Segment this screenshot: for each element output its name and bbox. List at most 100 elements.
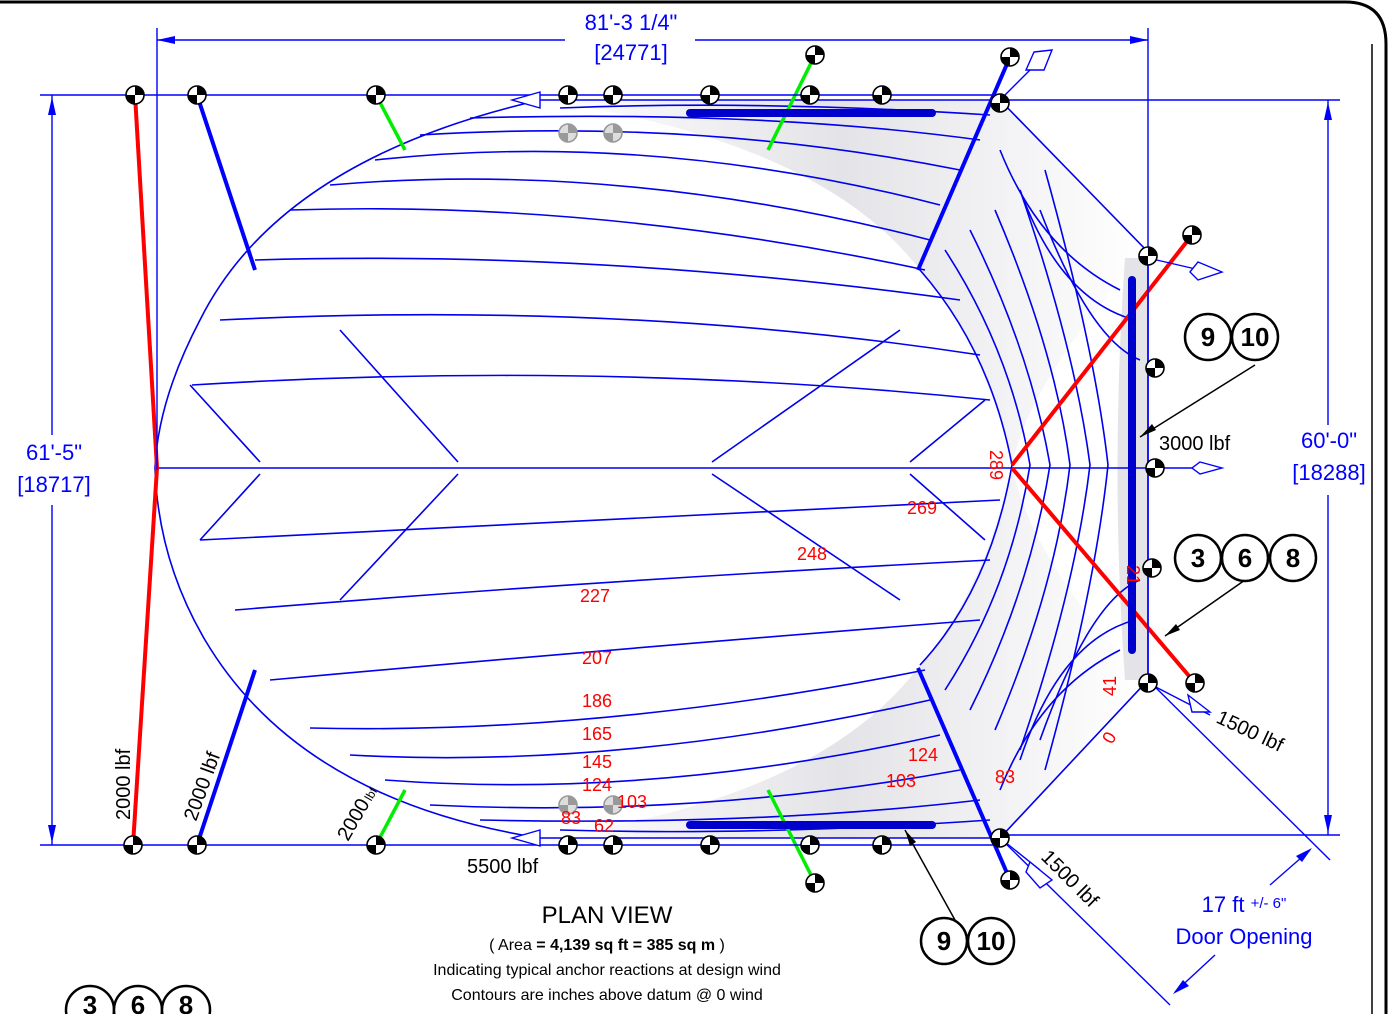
load-right-center: 3000 lbf xyxy=(1159,433,1231,455)
anchor-symbol xyxy=(187,85,207,105)
anchor-symbol xyxy=(366,835,386,855)
anchor-symbol xyxy=(1185,673,1205,693)
load-left-red: 2000 lbf xyxy=(113,748,135,820)
contour-label-83: 83 xyxy=(561,808,581,828)
anchor-symbol xyxy=(123,835,143,855)
anchor-symbol xyxy=(603,123,623,143)
anchor-symbol xyxy=(700,85,720,105)
anchor-symbol xyxy=(1000,870,1020,890)
anchor-symbol xyxy=(366,85,386,105)
callout-mid-right: 3 6 8 xyxy=(1173,533,1318,583)
svg-text:3: 3 xyxy=(83,990,97,1014)
anchor-symbol xyxy=(990,93,1010,113)
caption: PLAN VIEW ( Area = 4,139 sq ft = 385 sq … xyxy=(433,902,781,1004)
contour-label-103: 103 xyxy=(617,792,647,812)
anchor-symbol xyxy=(872,835,892,855)
cable-blue-upper-left xyxy=(195,94,257,271)
cable-green-lower-left xyxy=(374,789,407,846)
dim-top-width: 81'-3 1/4" xyxy=(585,10,678,35)
contour-label-41: 41 xyxy=(1100,676,1120,696)
contour-label-62: 62 xyxy=(594,816,614,836)
caption-line3: Contours are inches above datum @ 0 wind xyxy=(451,987,763,1004)
dim-right-depth: 60'-0" xyxy=(1301,428,1357,453)
callout-leaders xyxy=(904,364,1256,921)
svg-text:6: 6 xyxy=(1238,543,1252,573)
callout-upper-right: 9 10 xyxy=(1183,312,1280,362)
svg-text:10: 10 xyxy=(1241,322,1270,352)
anchor-symbol xyxy=(805,873,825,893)
anchor-symbol xyxy=(700,835,720,855)
contour-label-227: 227 xyxy=(580,586,610,606)
anchor-symbol xyxy=(1138,673,1158,693)
contour-label-21: 21 xyxy=(1123,565,1143,585)
anchor-points xyxy=(123,45,1205,893)
anchor-symbol xyxy=(1182,225,1202,245)
cable-red-left-lower xyxy=(131,467,159,846)
dim-left-depth: 61'-5" xyxy=(26,440,82,465)
contour-label-145: 145 xyxy=(582,752,612,772)
anchor-symbol xyxy=(558,85,578,105)
anchor-symbol xyxy=(187,835,207,855)
callout-bottom: 9 10 xyxy=(919,916,1016,966)
contour-label-207: 207 xyxy=(582,648,612,668)
dimension-text: 81'-3 1/4" [24771] 61'-5" [18717] 60'-0"… xyxy=(17,10,1365,949)
anchor-symbol xyxy=(558,835,578,855)
door-opening-label: Door Opening xyxy=(1176,924,1313,949)
cable-green-upper-mid xyxy=(766,54,817,151)
cable-green-upper-left xyxy=(374,94,407,151)
load-bottom-center: 5500 lbf xyxy=(467,856,539,878)
contour-labels: 289 269 248 227 207 186 165 145 124 103 … xyxy=(561,450,1143,836)
svg-text:10: 10 xyxy=(977,926,1006,956)
anchor-symbol xyxy=(1145,358,1165,378)
anchor-symbol xyxy=(558,795,578,815)
contour-label-0: 0 xyxy=(1098,728,1120,747)
contour-label-124-right: 124 xyxy=(908,745,938,765)
svg-text:9: 9 xyxy=(937,926,951,956)
anchor-symbol xyxy=(558,123,578,143)
anchor-symbol xyxy=(1138,246,1158,266)
dim-left-depth-mm: [18717] xyxy=(17,472,90,497)
dim-top-width-mm: [24771] xyxy=(594,40,667,65)
cable-red-lower-right xyxy=(1010,466,1197,685)
anchor-symbol xyxy=(1000,47,1020,67)
caption-line2: Indicating typical anchor reactions at d… xyxy=(433,962,781,979)
anchor-symbol xyxy=(603,795,623,815)
svg-text:6: 6 xyxy=(131,990,145,1014)
anchor-symbol xyxy=(603,835,623,855)
contour-label-165: 165 xyxy=(582,724,612,744)
callout-legend: 3 6 8 xyxy=(64,984,212,1014)
contour-label-186: 186 xyxy=(582,691,612,711)
svg-text:8: 8 xyxy=(179,990,193,1014)
cable-blue-upper-right xyxy=(916,56,1012,271)
contour-label-124: 124 xyxy=(582,775,612,795)
svg-text:3: 3 xyxy=(1191,543,1205,573)
anchor-symbol xyxy=(125,85,145,105)
anchor-symbol xyxy=(800,835,820,855)
anchor-symbol xyxy=(603,85,623,105)
contour-lines-right xyxy=(919,169,1109,771)
anchor-symbol xyxy=(800,85,820,105)
anchor-symbol xyxy=(1145,458,1165,478)
contour-label-248: 248 xyxy=(797,544,827,564)
anchor-symbol xyxy=(1142,558,1162,578)
contour-label-289: 289 xyxy=(986,450,1006,480)
caption-area: ( Area = 4,139 sq ft = 385 sq m ) xyxy=(489,937,725,954)
door-opening-value: 17 ft +/- 6" xyxy=(1202,892,1287,917)
contour-lines-lower xyxy=(199,473,1141,833)
anchor-symbol xyxy=(872,85,892,105)
caption-title: PLAN VIEW xyxy=(542,902,673,929)
contour-label-269: 269 xyxy=(907,498,937,518)
dim-right-depth-mm: [18288] xyxy=(1292,460,1365,485)
svg-text:8: 8 xyxy=(1286,543,1300,573)
cable-blue-lower-left xyxy=(195,669,257,846)
contour-label-103-right: 103 xyxy=(886,771,916,791)
cable-green-lower-mid xyxy=(766,789,817,884)
cables xyxy=(131,54,1197,884)
load-bottom-green: 2000lbf xyxy=(333,782,382,845)
svg-text:9: 9 xyxy=(1201,322,1215,352)
anchor-symbol xyxy=(990,828,1010,848)
anchor-symbol xyxy=(805,45,825,65)
contour-label-83-right: 83 xyxy=(995,767,1015,787)
